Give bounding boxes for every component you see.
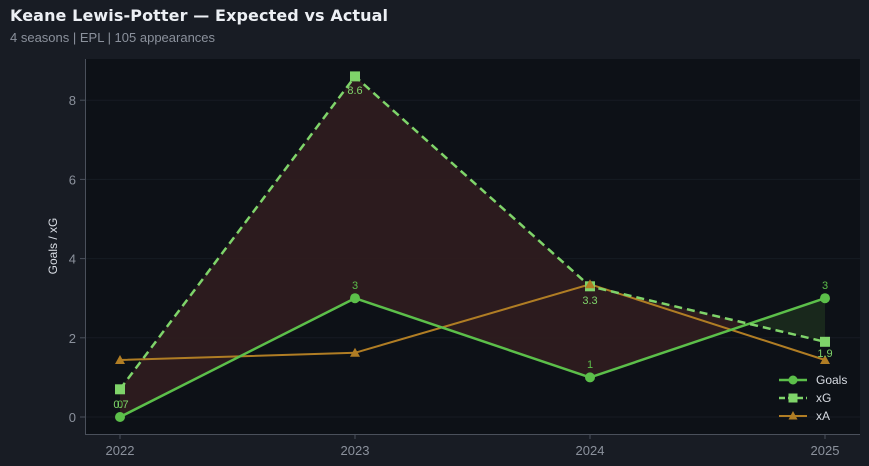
xg-data-labels: 0.7 8.6 3.3 1.9 (113, 85, 832, 411)
goals-data-labels: 0 3 1 3 (117, 280, 828, 411)
svg-text:1: 1 (587, 359, 593, 371)
circle-marker-icon (820, 293, 830, 304)
svg-text:2025: 2025 (811, 443, 840, 458)
svg-text:3: 3 (822, 280, 828, 292)
circle-marker-icon (788, 375, 798, 385)
svg-text:4: 4 (69, 252, 76, 267)
legend-item-goals: Goals (779, 373, 847, 387)
svg-text:Goals: Goals (816, 373, 847, 387)
square-marker-icon (820, 336, 830, 347)
y-tick-labels: 0 2 4 6 8 (69, 93, 76, 425)
svg-text:xA: xA (816, 409, 830, 423)
svg-text:2023: 2023 (341, 443, 370, 458)
svg-text:2024: 2024 (576, 443, 605, 458)
legend-item-xg: xG (779, 391, 831, 405)
triangle-marker-icon (350, 347, 360, 357)
triangle-marker-icon (788, 411, 798, 420)
svg-text:xG: xG (816, 391, 831, 405)
chart-subtitle: 4 seasons | EPL | 105 appearances (10, 30, 216, 45)
square-marker-icon (115, 384, 125, 395)
circle-marker-icon (115, 412, 125, 422)
svg-text:2: 2 (69, 331, 76, 346)
square-marker-icon (788, 393, 798, 403)
axes (80, 59, 860, 439)
svg-text:0: 0 (117, 399, 123, 411)
triangle-marker-icon (820, 355, 830, 364)
svg-text:6: 6 (69, 172, 76, 187)
legend: Goals xG xA (779, 373, 847, 423)
svg-text:3.3: 3.3 (582, 295, 597, 307)
svg-text:1.9: 1.9 (817, 348, 832, 360)
svg-text:2022: 2022 (106, 443, 135, 458)
svg-text:0: 0 (69, 410, 76, 425)
svg-text:0.7: 0.7 (113, 399, 128, 411)
circle-marker-icon (350, 293, 360, 304)
svg-text:8: 8 (69, 93, 76, 108)
fill-xg-over-goals (120, 76, 749, 418)
svg-text:8.6: 8.6 (347, 85, 362, 97)
triangle-marker-icon (585, 279, 595, 289)
legend-item-xa: xA (779, 409, 830, 423)
fill-goals-over-xg (748, 298, 825, 342)
svg-text:3: 3 (352, 280, 358, 292)
chart-title: Keane Lewis-Potter — Expected vs Actual (10, 6, 389, 25)
y-axis-label: Goals / xG (46, 218, 60, 275)
triangle-marker-icon (115, 355, 125, 364)
square-marker-icon (350, 71, 360, 82)
series-goals (115, 293, 830, 422)
circle-marker-icon (585, 372, 595, 383)
x-tick-labels: 2022 2023 2024 2025 (106, 443, 840, 458)
